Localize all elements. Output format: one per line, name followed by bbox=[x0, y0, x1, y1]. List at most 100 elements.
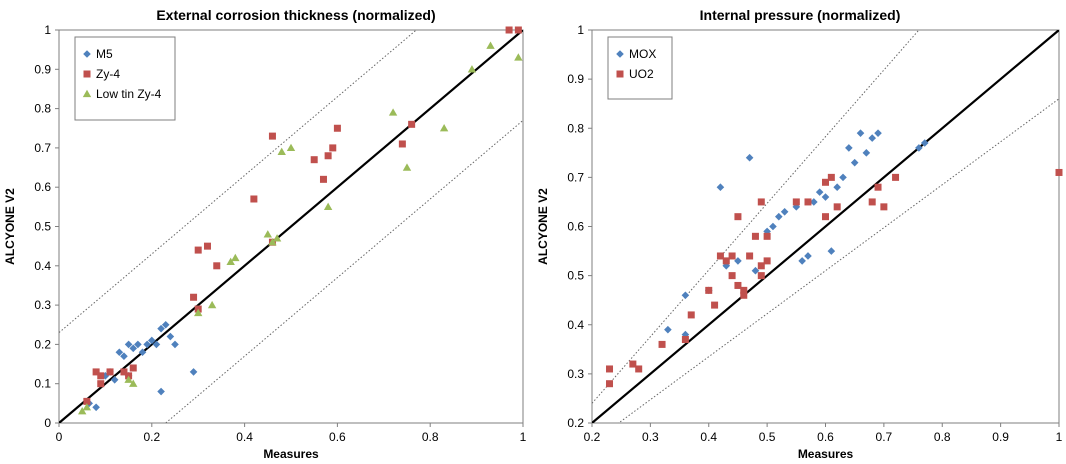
y-axis-title: ALCYONE V2 bbox=[3, 188, 17, 265]
data-point bbox=[92, 368, 100, 376]
data-point bbox=[751, 266, 760, 275]
data-point bbox=[505, 26, 513, 34]
data-point bbox=[323, 202, 333, 210]
y-tick-label: 0.5 bbox=[34, 220, 51, 234]
series-uo2 bbox=[606, 168, 1063, 388]
data-point bbox=[231, 253, 240, 262]
data-point bbox=[728, 272, 736, 280]
data-point bbox=[874, 183, 882, 191]
x-tick-label: 0.4 bbox=[236, 430, 253, 444]
data-point bbox=[324, 152, 332, 160]
data-point bbox=[757, 198, 765, 206]
data-point bbox=[892, 173, 900, 181]
x-tick-label: 0.8 bbox=[934, 430, 951, 444]
data-point bbox=[194, 308, 203, 317]
y-tick-label: 0.3 bbox=[34, 298, 51, 312]
x-tick-label: 1 bbox=[520, 430, 527, 444]
data-point bbox=[804, 252, 812, 260]
y-tick-label: 0.8 bbox=[567, 121, 584, 135]
data-point bbox=[143, 340, 151, 349]
data-point bbox=[822, 213, 829, 221]
data-point bbox=[681, 291, 690, 300]
data-point bbox=[757, 272, 765, 280]
chart-title: Internal pressure (normalized) bbox=[700, 7, 901, 23]
data-point bbox=[763, 227, 771, 236]
data-point bbox=[915, 144, 923, 152]
data-point bbox=[606, 380, 614, 388]
y-tick-label: 0.7 bbox=[567, 170, 584, 184]
bound-line bbox=[59, 30, 417, 333]
data-point bbox=[792, 203, 801, 211]
data-point bbox=[388, 108, 398, 116]
data-points bbox=[606, 129, 1063, 388]
bound-line bbox=[592, 30, 920, 404]
legend-label: M5 bbox=[96, 47, 113, 61]
legend-label: Zy-4 bbox=[96, 67, 120, 81]
legend-box bbox=[607, 36, 673, 100]
y-tick-label: 0 bbox=[44, 416, 51, 430]
x-tick-label: 0.4 bbox=[700, 430, 717, 444]
x-tick-label: 0.5 bbox=[759, 430, 776, 444]
x-tick-label: 1 bbox=[1056, 430, 1063, 444]
data-point bbox=[272, 234, 282, 242]
data-point bbox=[874, 129, 882, 137]
data-point bbox=[110, 375, 119, 384]
data-point bbox=[166, 332, 175, 341]
bound-line bbox=[165, 120, 523, 423]
data-point bbox=[827, 173, 835, 181]
y-tick-label: 0.4 bbox=[567, 318, 584, 332]
data-point bbox=[486, 41, 495, 49]
data-point bbox=[97, 372, 105, 380]
reference-lines bbox=[592, 30, 1059, 423]
legend-box bbox=[74, 36, 176, 121]
data-point bbox=[207, 300, 217, 309]
data-point bbox=[734, 257, 742, 265]
data-point bbox=[728, 252, 736, 260]
data-point bbox=[190, 293, 198, 301]
reference-lines bbox=[59, 30, 523, 423]
data-point bbox=[868, 198, 876, 206]
data-point bbox=[920, 139, 929, 147]
data-point bbox=[333, 124, 341, 132]
data-point bbox=[722, 257, 730, 265]
data-point bbox=[82, 403, 92, 411]
data-point bbox=[775, 212, 783, 221]
data-point bbox=[120, 368, 128, 376]
x-axis-title: Measures bbox=[263, 447, 319, 461]
series-mox bbox=[664, 129, 929, 339]
data-point bbox=[804, 198, 812, 206]
legend: M5 Zy-4 Low tin Zy-4 bbox=[74, 36, 176, 121]
x-tick-label: 0.8 bbox=[422, 430, 439, 444]
y-tick-label: 0.6 bbox=[567, 220, 584, 234]
y-tick-label: 0.3 bbox=[567, 367, 584, 381]
data-point bbox=[203, 242, 211, 250]
data-point bbox=[815, 188, 824, 196]
data-point bbox=[408, 120, 416, 128]
data-point bbox=[716, 183, 725, 191]
y-tick-label: 0.6 bbox=[34, 180, 51, 194]
data-point bbox=[439, 124, 449, 132]
x-axis-title: Measures bbox=[798, 447, 854, 461]
data-point bbox=[138, 348, 147, 357]
legend-label: UO2 bbox=[629, 67, 654, 81]
data-point bbox=[822, 178, 829, 186]
data-point bbox=[606, 365, 614, 373]
data-point bbox=[681, 335, 689, 343]
series-low-tin-zy-4 bbox=[78, 41, 523, 415]
data-point bbox=[845, 144, 853, 152]
legend-label: MOX bbox=[629, 47, 656, 61]
data-point bbox=[157, 324, 165, 333]
data-point bbox=[268, 238, 277, 246]
identity-line bbox=[592, 30, 1059, 423]
y-tick-label: 0.2 bbox=[34, 337, 51, 351]
data-points bbox=[78, 26, 523, 415]
data-point bbox=[194, 246, 202, 254]
data-point bbox=[757, 262, 765, 270]
data-point bbox=[635, 365, 643, 373]
data-point bbox=[129, 379, 138, 387]
data-point bbox=[152, 340, 161, 349]
data-point bbox=[839, 173, 847, 182]
chart-title: External corrosion thickness (normalized… bbox=[156, 7, 435, 23]
data-point bbox=[734, 213, 742, 221]
